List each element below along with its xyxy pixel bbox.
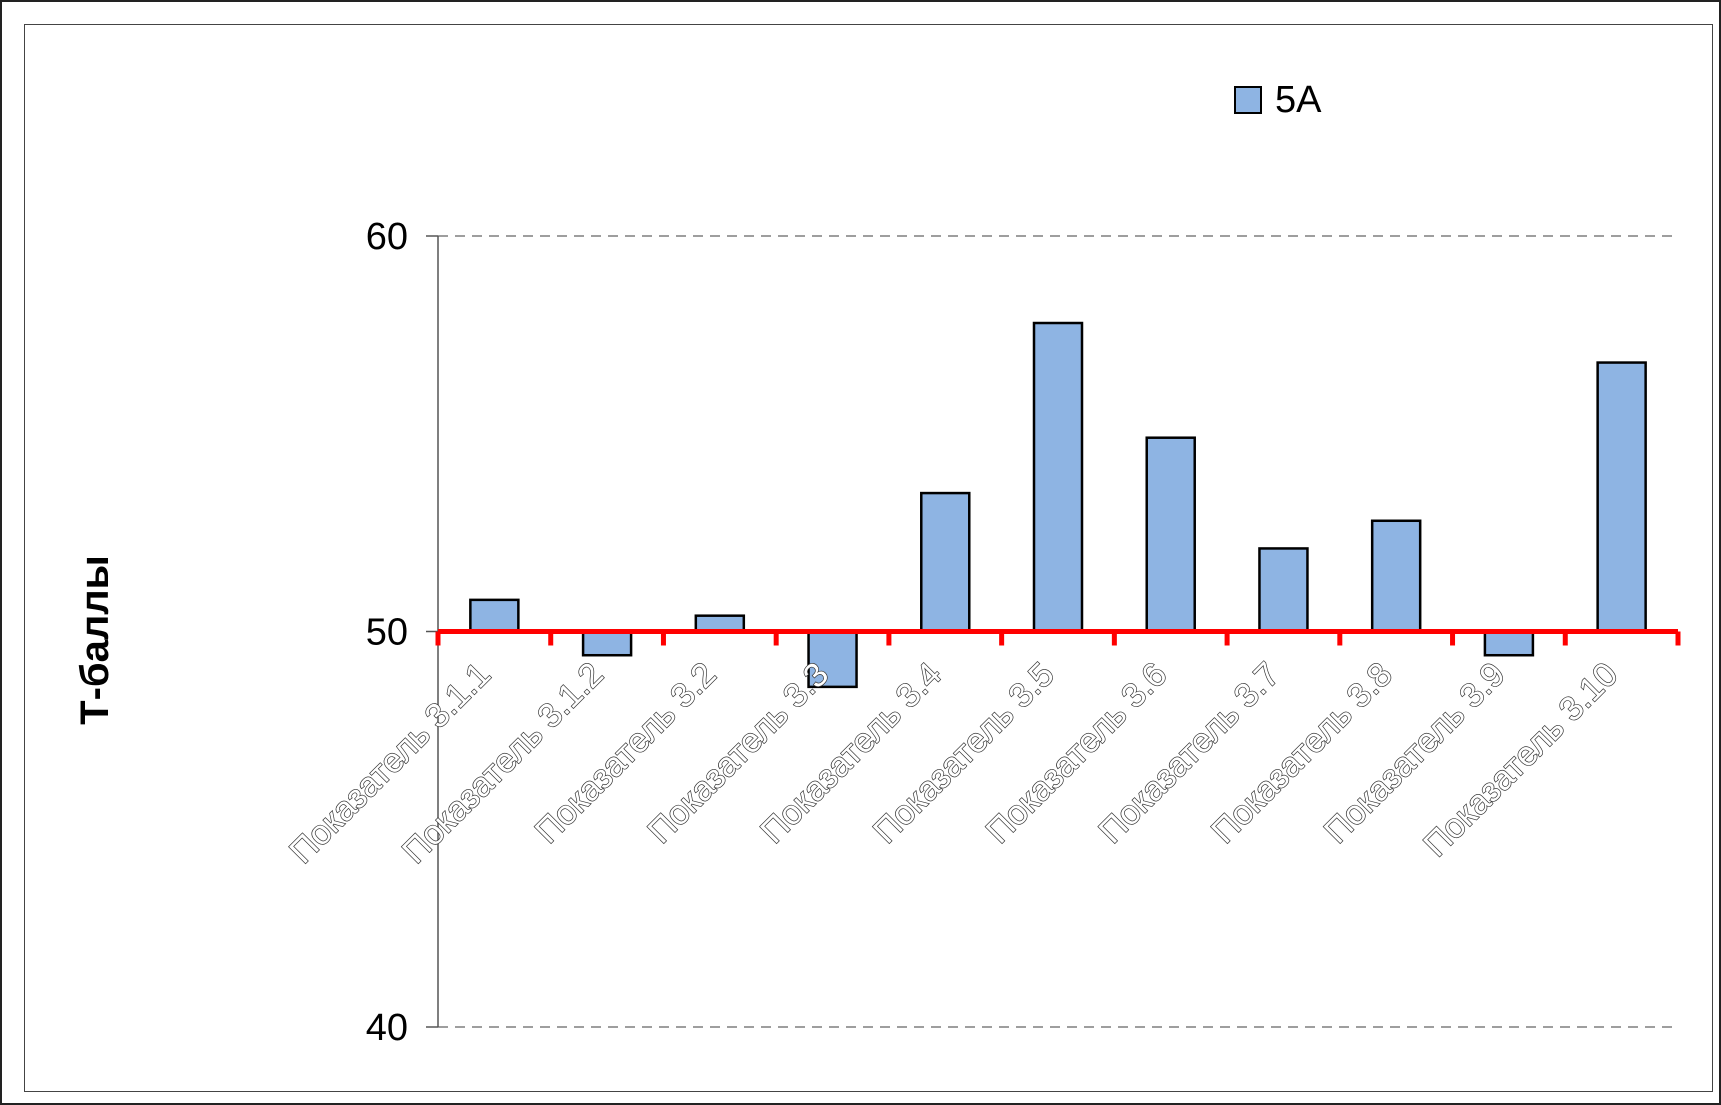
bar: [1483, 630, 1535, 657]
bar: [1258, 547, 1309, 633]
bar: [1032, 321, 1084, 633]
y-ticks: 40 50 60: [366, 216, 438, 1049]
bar: [581, 630, 633, 657]
bar: [469, 598, 520, 633]
bar: [807, 630, 858, 689]
bar: [920, 491, 971, 633]
y-tick-label: 40: [366, 1007, 408, 1049]
category-label: Показатель 3.1.1: [282, 655, 498, 871]
bar: [1370, 519, 1422, 633]
bar: [1145, 436, 1196, 633]
gridlines: [438, 235, 1678, 1028]
bars: [469, 321, 1647, 689]
legend: 5А: [1234, 79, 1322, 121]
chart-area: [24, 24, 1713, 1092]
y-tick-label: 60: [366, 216, 408, 258]
legend-swatch: [1234, 86, 1262, 114]
y-axis-label: Т-баллы: [73, 555, 117, 725]
category-label: Показатель 3.1.2: [395, 655, 611, 871]
y-tick-label: 50: [366, 612, 408, 654]
reference-line-group: [435, 629, 1681, 646]
legend-label: 5А: [1275, 79, 1322, 121]
bar: [1596, 361, 1647, 633]
category-label: Показатель 3.10: [1416, 655, 1625, 864]
